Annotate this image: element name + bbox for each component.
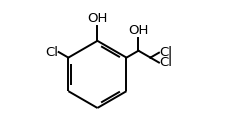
Text: Cl: Cl [160, 46, 173, 59]
Text: OH: OH [128, 24, 149, 37]
Text: OH: OH [87, 12, 108, 25]
Text: Cl: Cl [45, 45, 58, 59]
Text: Cl: Cl [160, 56, 173, 69]
